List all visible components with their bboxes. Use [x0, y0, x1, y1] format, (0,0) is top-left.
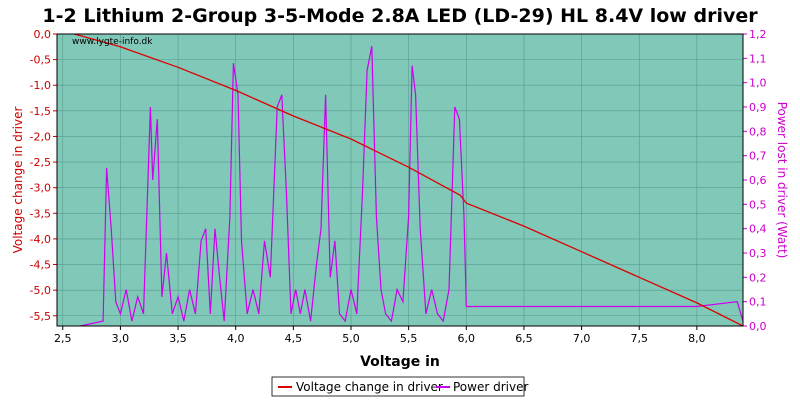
left-tick-label: -2,5 [30, 156, 51, 169]
right-tick-label: 0,1 [749, 296, 767, 309]
x-tick-label: 7,5 [630, 332, 648, 345]
plot-frame [56, 33, 744, 327]
left-tick-label: -5,0 [30, 284, 51, 297]
plot-area [57, 34, 743, 326]
x-tick-label: 3,0 [112, 332, 130, 345]
x-tick-label: 3,5 [169, 332, 187, 345]
left-tick-label: -1,5 [30, 105, 51, 118]
left-tick-label: -4,0 [30, 233, 51, 246]
legend-box [271, 376, 525, 397]
x-tick-label: 4,0 [227, 332, 245, 345]
x-tick-label: 2,5 [54, 332, 72, 345]
right-tick-label: 0,3 [749, 247, 767, 260]
x-axis-ticks: 2,5 3,0 3,5 4,0 4,5 5,0 5,5 6,0 6,5 7,0 7,5 8,0 [54, 326, 706, 345]
right-axis-ticks: 0,0 0,1 0,2 0,3 0,4 0,5 0,6 0,7 0,8 0,9 1,0 1,1 1,2 [743, 28, 767, 333]
right-tick-label: 0,7 [749, 150, 767, 163]
right-tick-label: 1,0 [749, 77, 767, 90]
x-tick-label: 4,5 [285, 332, 303, 345]
voltage-change-line [74, 34, 743, 326]
right-tick-label: 0,2 [749, 271, 767, 284]
power-driver-line [79, 46, 743, 326]
legend-voltage-label: Voltage change in driver [296, 380, 443, 394]
legend-power-label: Power driver [453, 380, 528, 394]
right-tick-label: 0,9 [749, 101, 767, 114]
series-group [74, 34, 743, 326]
x-axis-label: Voltage in [360, 354, 440, 370]
right-tick-label: 0,5 [749, 198, 767, 211]
left-axis-ticks: 0,0 -0,5 -1,0 -1,5 -2,0 -2,5 -3,0 -3,5 -4,0 -4,5 -… [30, 28, 57, 323]
x-tick-label: 6,5 [515, 332, 533, 345]
right-tick-label: 0,6 [749, 174, 767, 187]
watermark: www.lygte-info.dk [72, 37, 153, 47]
left-tick-label: -3,0 [30, 182, 51, 195]
left-tick-label: -3,5 [30, 207, 51, 220]
left-tick-label: -4,5 [30, 259, 51, 272]
right-tick-label: 0,0 [749, 320, 767, 333]
right-tick-label: 1,2 [749, 28, 767, 41]
left-tick-label: -0,5 [30, 54, 51, 67]
left-tick-label: 0,0 [34, 28, 52, 41]
left-axis-label: Voltage change in driver [11, 107, 25, 254]
x-tick-label: 8,0 [688, 332, 706, 345]
x-tick-label: 7,0 [573, 332, 591, 345]
legend: Voltage change in driver Power driver [271, 376, 528, 397]
right-tick-label: 0,4 [749, 223, 767, 236]
right-tick-label: 1,1 [749, 52, 767, 65]
x-tick-label: 5,0 [342, 332, 360, 345]
left-tick-label: -1,0 [30, 79, 51, 92]
x-tick-label: 6,0 [458, 332, 476, 345]
left-tick-label: -5,5 [30, 310, 51, 323]
right-tick-label: 0,8 [749, 125, 767, 138]
right-axis-label: Power lost in driver (Watt) [775, 102, 789, 259]
chart-title: 1-2 Lithium 2-Group 3-5-Mode 2.8A LED (L… [42, 5, 758, 27]
left-tick-label: -2,0 [30, 130, 51, 143]
x-tick-label: 5,5 [400, 332, 418, 345]
